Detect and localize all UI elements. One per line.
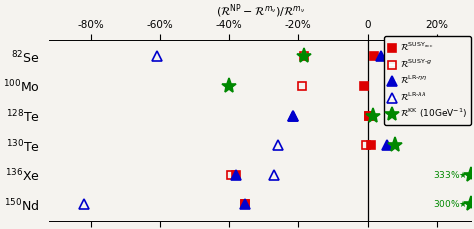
Legend: $\mathcal{R}^{\mathrm{SUSY_{acc}}}$, $\mathcal{R}^{\mathrm{SUSY}\text{-}g}$, $\m: $\mathcal{R}^{\mathrm{SUSY_{acc}}}$, $\m… (384, 36, 471, 125)
Text: 333%$\bigstar$: 333%$\bigstar$ (433, 170, 468, 180)
X-axis label: $(\mathcal{R}^{\mathrm{NP}}-\mathcal{R}^{m_\nu})/\mathcal{R}^{m_\nu}$: $(\mathcal{R}^{\mathrm{NP}}-\mathcal{R}^… (216, 3, 305, 20)
Text: 300%$\bigstar$: 300%$\bigstar$ (433, 199, 468, 210)
Text: 465%$\bigstar$: 465%$\bigstar$ (433, 111, 468, 121)
